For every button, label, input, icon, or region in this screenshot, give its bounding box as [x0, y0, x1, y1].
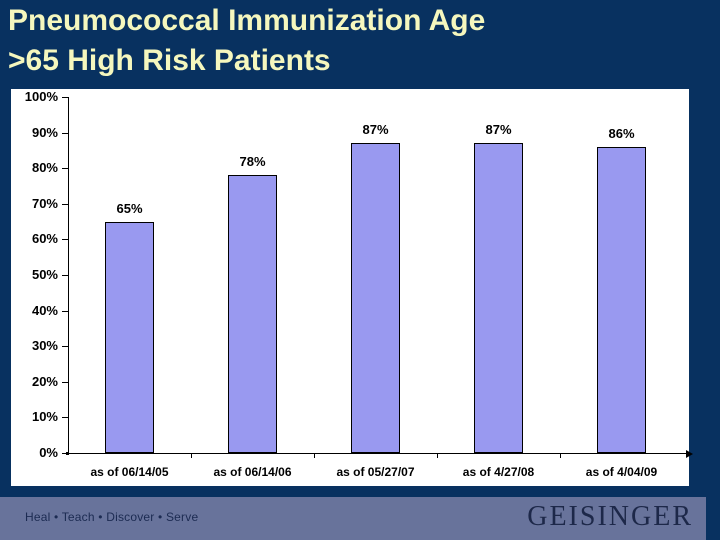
y-axis-tick [62, 381, 68, 383]
x-category-label: as of 4/04/09 [585, 465, 658, 479]
y-axis-tick [62, 132, 68, 134]
x-axis-tick [437, 454, 438, 458]
bar-value-label: 65% [116, 201, 143, 216]
y-tick-label: 60% [31, 231, 58, 247]
y-tick-label: 80% [31, 160, 58, 176]
x-category-label: as of 4/27/08 [462, 465, 535, 479]
y-tick-label: 90% [31, 124, 58, 140]
y-tick-label: 20% [31, 373, 58, 389]
y-tick-label: 50% [31, 267, 58, 282]
x-axis-tick [191, 454, 192, 458]
y-axis-tick [62, 203, 68, 205]
y-tick-label: 30% [31, 338, 58, 354]
bar-value-label: 87% [362, 122, 389, 137]
x-axis-tick [560, 454, 561, 458]
y-tick-label: 100% [24, 89, 58, 104]
bar-value-label: 78% [239, 154, 266, 169]
x-category-label: as of 06/14/06 [213, 465, 292, 479]
y-tick-label: 40% [31, 302, 58, 318]
geisinger-logo: GEISINGER [527, 501, 693, 532]
footer-motto: Heal • Teach • Discover • Serve [25, 510, 199, 524]
slide-title: Pneumococcal Immunization Age >65 High R… [8, 1, 485, 81]
y-tick-label: 70% [31, 195, 58, 211]
x-category-label: as of 05/27/07 [336, 465, 415, 479]
x-axis-arrow [686, 450, 693, 458]
y-axis-tick [62, 239, 68, 241]
bar [228, 175, 277, 453]
y-axis-tick [62, 453, 68, 454]
bar [351, 143, 400, 453]
y-axis-tick [62, 310, 68, 312]
bar-chart-panel: 0% 10% 20% 30% 40% 50% 60% 70% 80% 90% 100% 65% as o… [11, 89, 693, 486]
y-axis-tick [62, 168, 68, 170]
y-axis-tick [62, 275, 68, 276]
title-line-1: Pneumococcal Immunization Age [8, 4, 486, 37]
footer-band: Heal • Teach • Discover • Serve GEISINGE… [0, 497, 706, 540]
y-axis-tick [62, 346, 68, 348]
y-axis-tick [62, 417, 68, 419]
bar [474, 143, 523, 453]
bar-value-label: 87% [485, 122, 512, 137]
bar [105, 222, 154, 453]
bar-value-label: 86% [608, 126, 635, 141]
y-axis-line [68, 97, 69, 453]
x-axis-tick [314, 454, 315, 458]
bar [597, 147, 646, 453]
plot-area: 0% 10% 20% 30% 40% 50% 60% 70% 80% 90% 100% 65% as o… [11, 89, 693, 486]
y-tick-label: 10% [31, 409, 58, 425]
y-tick-label: 0% [39, 445, 58, 460]
x-axis-line [68, 453, 686, 454]
title-line-2: >65 High Risk Patients [8, 44, 331, 77]
y-axis-tick [62, 97, 68, 98]
x-category-label: as of 06/14/05 [90, 465, 169, 479]
